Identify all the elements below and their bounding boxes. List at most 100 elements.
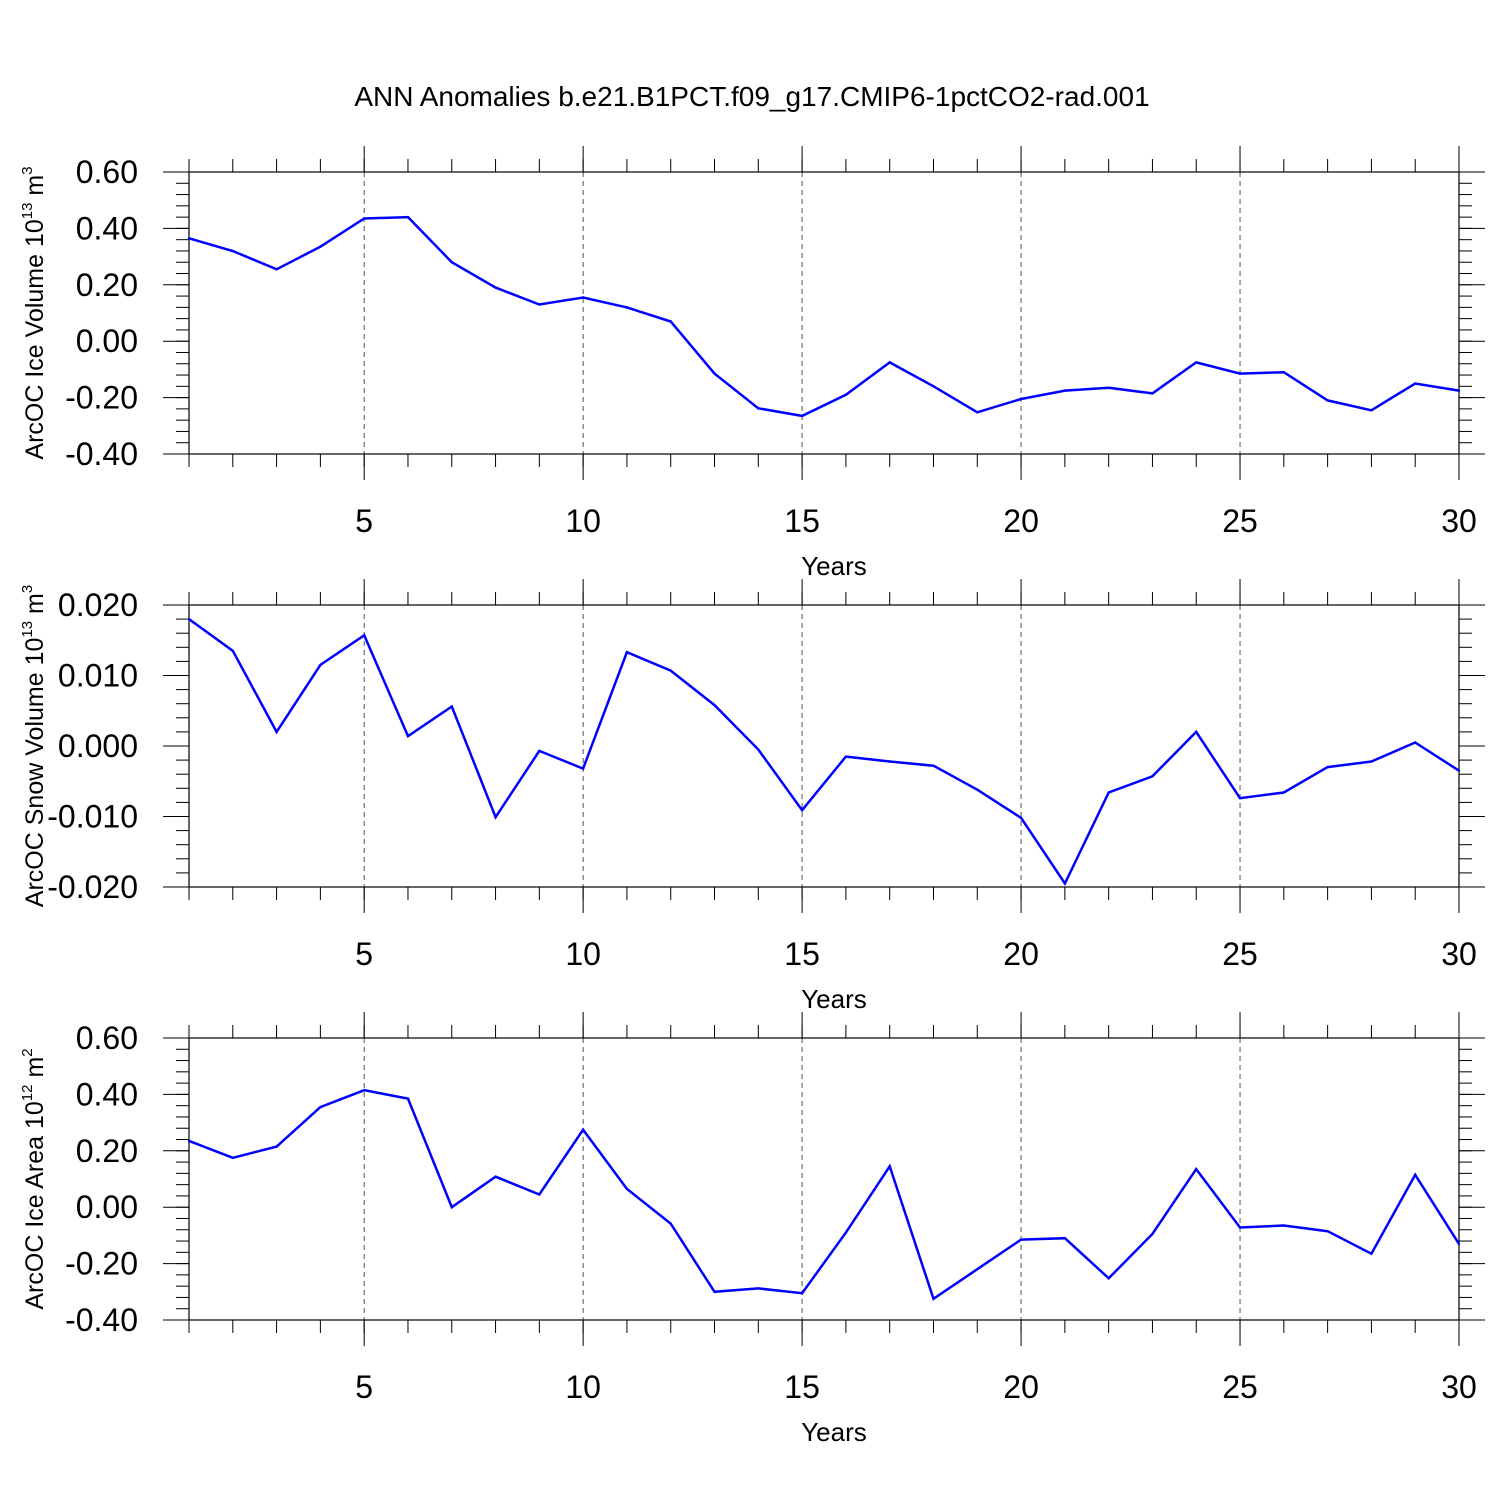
data-point xyxy=(976,1268,979,1271)
data-point xyxy=(581,296,585,299)
x-tick-label: 20 xyxy=(1003,503,1039,539)
data-point xyxy=(450,1206,453,1209)
y-tick-label: 0.60 xyxy=(76,154,138,190)
y-tick-label: 0.60 xyxy=(76,1020,138,1056)
series-line xyxy=(188,1088,1461,1301)
x-tick-label: 30 xyxy=(1441,936,1477,972)
data-point xyxy=(362,217,366,220)
data-point xyxy=(1063,882,1067,885)
y-tick-label: -0.010 xyxy=(47,799,138,835)
x-tick-label: 30 xyxy=(1441,503,1477,539)
data-point xyxy=(932,385,935,388)
data-point xyxy=(231,249,234,253)
data-point xyxy=(713,1290,716,1294)
data-point xyxy=(319,663,322,667)
x-tick-label: 10 xyxy=(565,936,601,972)
data-point xyxy=(362,634,366,637)
data-point xyxy=(976,411,979,414)
data-point xyxy=(187,237,191,240)
data-point xyxy=(1151,775,1154,778)
y-axis-title: ArcOC Snow Volume 1013 m3 xyxy=(19,585,49,907)
y-axis-title-text: ArcOC Ice Volume 10 xyxy=(21,219,49,459)
data-point xyxy=(187,617,191,621)
y-axis-title-unit-exp: 2 xyxy=(19,1048,36,1056)
data-point xyxy=(187,1139,191,1143)
x-axis-title: Years xyxy=(801,1417,867,1447)
data-point xyxy=(625,306,629,309)
x-tick-label: 15 xyxy=(784,1369,820,1405)
data-point xyxy=(1019,816,1023,820)
y-tick-label: -0.20 xyxy=(65,1246,138,1282)
data-point xyxy=(1414,741,1417,744)
x-tick-label: 25 xyxy=(1222,936,1258,972)
chart-panel-3: 5 10 15 20 25 30 -0.40 -0.20 0.00 0.20 0.40 0.60 Yea… xyxy=(19,1012,1485,1447)
y-tick-label: 0.20 xyxy=(76,1133,138,1169)
data-point xyxy=(275,268,278,271)
data-point xyxy=(319,1105,322,1109)
data-point xyxy=(362,1088,366,1092)
data-point xyxy=(275,1145,278,1148)
data-point xyxy=(757,407,760,410)
data-point xyxy=(888,361,891,364)
x-tick-label: 30 xyxy=(1441,1369,1477,1405)
data-point xyxy=(713,703,716,707)
data-point xyxy=(1019,397,1023,401)
data-point xyxy=(1238,1226,1242,1229)
data-point xyxy=(669,320,672,323)
data-point xyxy=(800,1292,804,1295)
x-tick-label: 20 xyxy=(1003,936,1039,972)
data-point xyxy=(538,303,541,306)
data-point xyxy=(1282,1224,1286,1227)
data-point xyxy=(231,649,234,653)
data-point xyxy=(494,1175,497,1178)
data-point xyxy=(800,414,804,418)
data-point xyxy=(1195,1167,1198,1171)
figure-title: ANN Anomalies b.e21.B1PCT.f09_g17.CMIP6-… xyxy=(354,81,1149,112)
data-point xyxy=(1457,769,1461,772)
y-axis-title-unit: m xyxy=(21,593,49,621)
data-point xyxy=(1457,389,1461,392)
data-point xyxy=(1019,1238,1023,1241)
data-point xyxy=(800,808,804,812)
data-point xyxy=(757,1287,760,1290)
data-point xyxy=(844,1231,848,1234)
data-point xyxy=(319,245,322,248)
x-tick-label: 15 xyxy=(784,503,820,539)
data-point xyxy=(494,816,497,819)
x-tick-label: 20 xyxy=(1003,1369,1039,1405)
y-tick-label: 0.000 xyxy=(58,728,138,764)
data-point xyxy=(1370,409,1373,412)
y-tick-label: 0.40 xyxy=(76,210,138,246)
y-tick-label: -0.020 xyxy=(47,869,138,905)
data-point xyxy=(669,1222,672,1225)
y-tick-label: 0.010 xyxy=(58,658,138,694)
data-point xyxy=(1326,399,1329,402)
data-point xyxy=(1238,372,1242,375)
y-axis-title-exp: 13 xyxy=(19,203,36,220)
data-point xyxy=(625,1187,629,1191)
data-point xyxy=(932,1297,935,1301)
y-axis-title-exp: 13 xyxy=(19,621,36,638)
chart-panel-1: 5 10 15 20 25 30 -0.40 -0.20 0.00 0.20 0.40 0.60 Yea… xyxy=(19,146,1485,581)
data-point xyxy=(494,286,497,289)
data-point xyxy=(713,372,716,375)
x-tick-label: 25 xyxy=(1222,1369,1258,1405)
data-point xyxy=(625,651,629,654)
data-point xyxy=(538,1193,541,1196)
data-point xyxy=(275,730,278,734)
data-point xyxy=(1063,1237,1067,1240)
x-tick-label: 25 xyxy=(1222,503,1258,539)
data-point xyxy=(1151,392,1154,395)
data-point xyxy=(1282,371,1286,374)
y-tick-label: 0.00 xyxy=(76,1189,138,1225)
series-line xyxy=(188,618,1460,887)
data-point xyxy=(1063,389,1067,392)
y-tick-label: 0.020 xyxy=(58,587,138,623)
data-point xyxy=(1238,796,1242,800)
data-point xyxy=(1195,730,1198,734)
data-point xyxy=(932,764,935,767)
data-point xyxy=(406,1097,410,1100)
y-axis-title-exp: 12 xyxy=(19,1085,36,1102)
data-point xyxy=(1457,1242,1461,1246)
